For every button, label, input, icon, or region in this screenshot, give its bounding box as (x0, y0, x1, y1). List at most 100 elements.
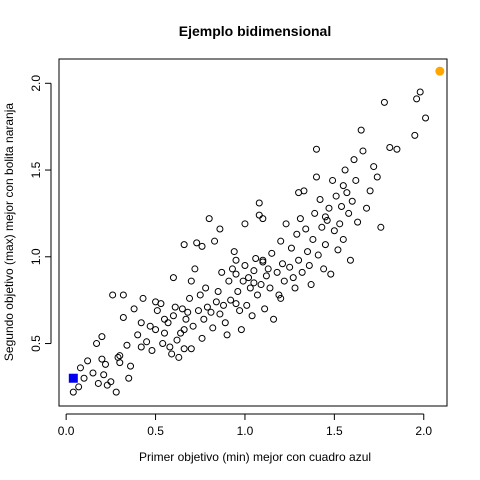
data-point (334, 246, 342, 254)
data-point (363, 204, 371, 212)
data-point (245, 274, 253, 282)
data-point (286, 263, 294, 271)
data-point (293, 230, 301, 238)
data-point (370, 163, 378, 171)
data-point (386, 143, 394, 151)
data-point (164, 319, 172, 327)
data-point (380, 98, 388, 106)
data-point (343, 189, 351, 197)
plot-frame (58, 58, 448, 407)
data-point (275, 291, 283, 299)
data-point (100, 371, 108, 379)
data-point (171, 303, 179, 311)
data-point (352, 176, 360, 184)
data-point (253, 291, 261, 299)
y-tick-label: 0.5 (29, 335, 43, 352)
data-point (336, 220, 344, 228)
x-tick-label: 0.0 (58, 424, 75, 438)
y-tick-label: 1.5 (29, 161, 43, 178)
data-point (207, 308, 215, 316)
data-point (359, 147, 367, 155)
x-axis-label: Primer objetivo (min) mejor con cuadro a… (139, 450, 371, 464)
data-point (103, 381, 111, 389)
data-point (175, 353, 183, 361)
data-point (264, 265, 272, 273)
data-point (250, 267, 258, 275)
data-point (166, 343, 174, 351)
data-point (298, 268, 306, 276)
data-point (248, 312, 256, 320)
data-point (279, 260, 287, 268)
data-point (137, 319, 145, 327)
data-point (152, 298, 160, 306)
data-point (223, 331, 231, 339)
data-point (261, 305, 269, 313)
data-point (127, 362, 135, 370)
data-point (153, 307, 161, 315)
data-point (169, 274, 177, 282)
data-point (413, 95, 421, 103)
data-point (250, 279, 258, 287)
data-point (232, 270, 240, 278)
data-point (182, 315, 190, 323)
data-point (325, 204, 333, 212)
data-point (329, 176, 337, 184)
data-point (216, 310, 224, 318)
data-point (332, 192, 340, 200)
data-point (341, 166, 349, 174)
data-point (323, 216, 331, 224)
data-point (194, 307, 202, 315)
data-point (255, 199, 263, 207)
data-point (75, 383, 83, 391)
data-point (160, 329, 168, 337)
data-point (196, 291, 204, 299)
data-point (393, 145, 401, 153)
data-point (146, 322, 154, 330)
data-point (187, 277, 195, 285)
data-point (189, 322, 197, 330)
x-tick-label: 1.5 (326, 424, 343, 438)
data-point (160, 315, 168, 323)
data-point (180, 345, 188, 353)
x-tick-label: 1.0 (237, 424, 254, 438)
x-tick-label: 2.0 (415, 424, 432, 438)
data-point (152, 326, 160, 334)
data-point (198, 334, 206, 342)
data-point (180, 326, 188, 334)
data-point (84, 357, 92, 365)
data-point (205, 215, 213, 223)
data-point (241, 261, 249, 269)
data-point (130, 305, 138, 313)
data-point (202, 284, 210, 292)
data-point (270, 315, 278, 323)
data-point (116, 359, 124, 367)
data-point (107, 378, 115, 386)
chart-title: Ejemplo bidimensional (179, 23, 331, 39)
data-point (312, 173, 320, 181)
data-point (312, 145, 320, 153)
y-axis: 0.5 1.0 1.5 2.0 (29, 75, 52, 352)
data-point (255, 211, 263, 219)
data-point (311, 209, 319, 217)
data-point (273, 268, 281, 276)
data-point (125, 374, 133, 382)
data-point (422, 114, 430, 122)
data-point (277, 237, 285, 245)
data-point (321, 213, 329, 221)
data-point (304, 248, 312, 256)
data-point (200, 315, 208, 323)
data-point (139, 294, 147, 302)
data-point (330, 227, 338, 235)
data-point (339, 182, 347, 190)
data-point (123, 341, 131, 349)
data-point (321, 241, 329, 249)
data-point (193, 239, 201, 247)
data-point (186, 294, 194, 302)
data-point (137, 343, 145, 351)
data-point (366, 187, 374, 195)
data-point (232, 256, 240, 264)
data-point (89, 369, 97, 377)
data-point (411, 131, 419, 139)
data-point (218, 268, 226, 276)
